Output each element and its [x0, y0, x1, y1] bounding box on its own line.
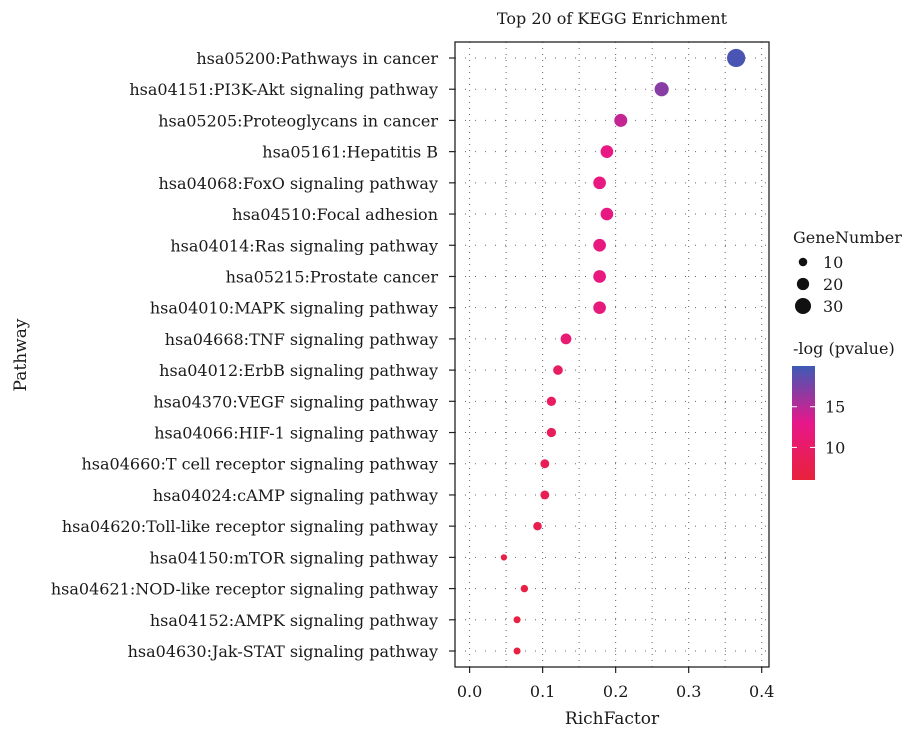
data-point: [600, 207, 614, 221]
size-legend-title: GeneNumber: [793, 228, 902, 247]
y-tick-label: hsa04370:VEGF signaling pathway: [153, 392, 438, 411]
data-point: [560, 333, 572, 345]
x-tick-label: 0.0: [457, 682, 482, 701]
y-tick-label: hsa05205:Proteoglycans in cancer: [158, 111, 438, 130]
y-tick-label: hsa04068:FoxO signaling pathway: [159, 174, 439, 193]
data-point: [540, 459, 550, 469]
data-point: [553, 365, 563, 375]
data-point: [654, 82, 669, 97]
data-point: [540, 490, 550, 500]
data-point: [520, 584, 529, 593]
chart-title: Top 20 of KEGG Enrichment: [497, 9, 728, 28]
y-tick-label: hsa04621:NOD-like receptor signaling pat…: [51, 580, 438, 599]
data-point: [546, 396, 557, 406]
y-tick-label: hsa05200:Pathways in cancer: [196, 49, 438, 68]
y-tick-label: hsa05215:Prostate cancer: [226, 267, 439, 286]
data-point: [727, 48, 746, 68]
y-tick-label: hsa04620:Toll-like receptor signaling pa…: [62, 517, 438, 536]
color-bar: [792, 366, 815, 480]
data-point: [513, 647, 521, 655]
y-tick-label: hsa04630:Jak-STAT signaling pathway: [128, 642, 438, 661]
color-legend: -log (pvalue) 10 15: [792, 339, 895, 480]
x-tick-labels: 0.0 0.1 0.2 0.3 0.4: [457, 667, 774, 701]
data-point: [546, 427, 557, 438]
data-point: [533, 521, 542, 531]
size-legend-label: 30: [823, 297, 843, 316]
x-axis-label: RichFactor: [565, 709, 660, 729]
data-point: [593, 270, 606, 283]
y-tick-label: hsa04151:PI3K-Akt signaling pathway: [129, 80, 438, 99]
y-tick-label: hsa04660:T cell receptor signaling pathw…: [81, 455, 438, 474]
data-point: [593, 301, 606, 315]
y-tick-label: hsa04024:cAMP signaling pathway: [153, 486, 438, 505]
size-legend-label: 10: [823, 253, 843, 272]
y-tick-label: hsa04014:Ras signaling pathway: [170, 236, 438, 255]
data-point: [600, 145, 614, 158]
data-point: [614, 113, 628, 127]
color-legend-title: -log (pvalue): [793, 339, 895, 358]
y-tick-label: hsa04066:HIF-1 signaling pathway: [154, 424, 438, 443]
y-tick-label: hsa04150:mTOR signaling pathway: [149, 548, 438, 567]
size-legend-key: [798, 257, 808, 267]
data-point: [500, 554, 508, 561]
x-tick-label: 0.2: [603, 682, 628, 701]
grid-lines: [455, 42, 769, 667]
color-legend-label: 10: [825, 438, 845, 457]
data-points: [500, 48, 746, 655]
x-tick-label: 0.1: [530, 682, 555, 701]
x-tick-label: 0.3: [676, 682, 701, 701]
color-legend-label: 15: [825, 398, 845, 417]
size-legend-key: [794, 297, 812, 315]
size-legend-label: 20: [823, 275, 843, 294]
data-point: [513, 616, 521, 624]
y-tick-label: hsa04510:Focal adhesion: [232, 205, 438, 224]
y-tick-label: hsa04668:TNF signaling pathway: [165, 330, 438, 349]
plot-panel: [454, 41, 770, 668]
size-legend-key: [796, 277, 810, 291]
data-point: [593, 238, 606, 252]
data-point: [593, 176, 606, 190]
y-tick-label: hsa05161:Hepatitis B: [262, 143, 438, 162]
x-tick-label: 0.4: [749, 682, 774, 701]
y-tick-label: hsa04012:ErbB signaling pathway: [159, 361, 438, 380]
size-legend: GeneNumber 10 20 30: [793, 228, 902, 316]
y-axis-label: Pathway: [11, 318, 31, 391]
y-tick-label: hsa04152:AMPK signaling pathway: [150, 611, 438, 630]
y-tick-label: hsa04010:MAPK signaling pathway: [150, 299, 438, 318]
y-tick-labels: hsa05200:Pathways in cancer hsa04151:PI3K…: [51, 49, 455, 661]
